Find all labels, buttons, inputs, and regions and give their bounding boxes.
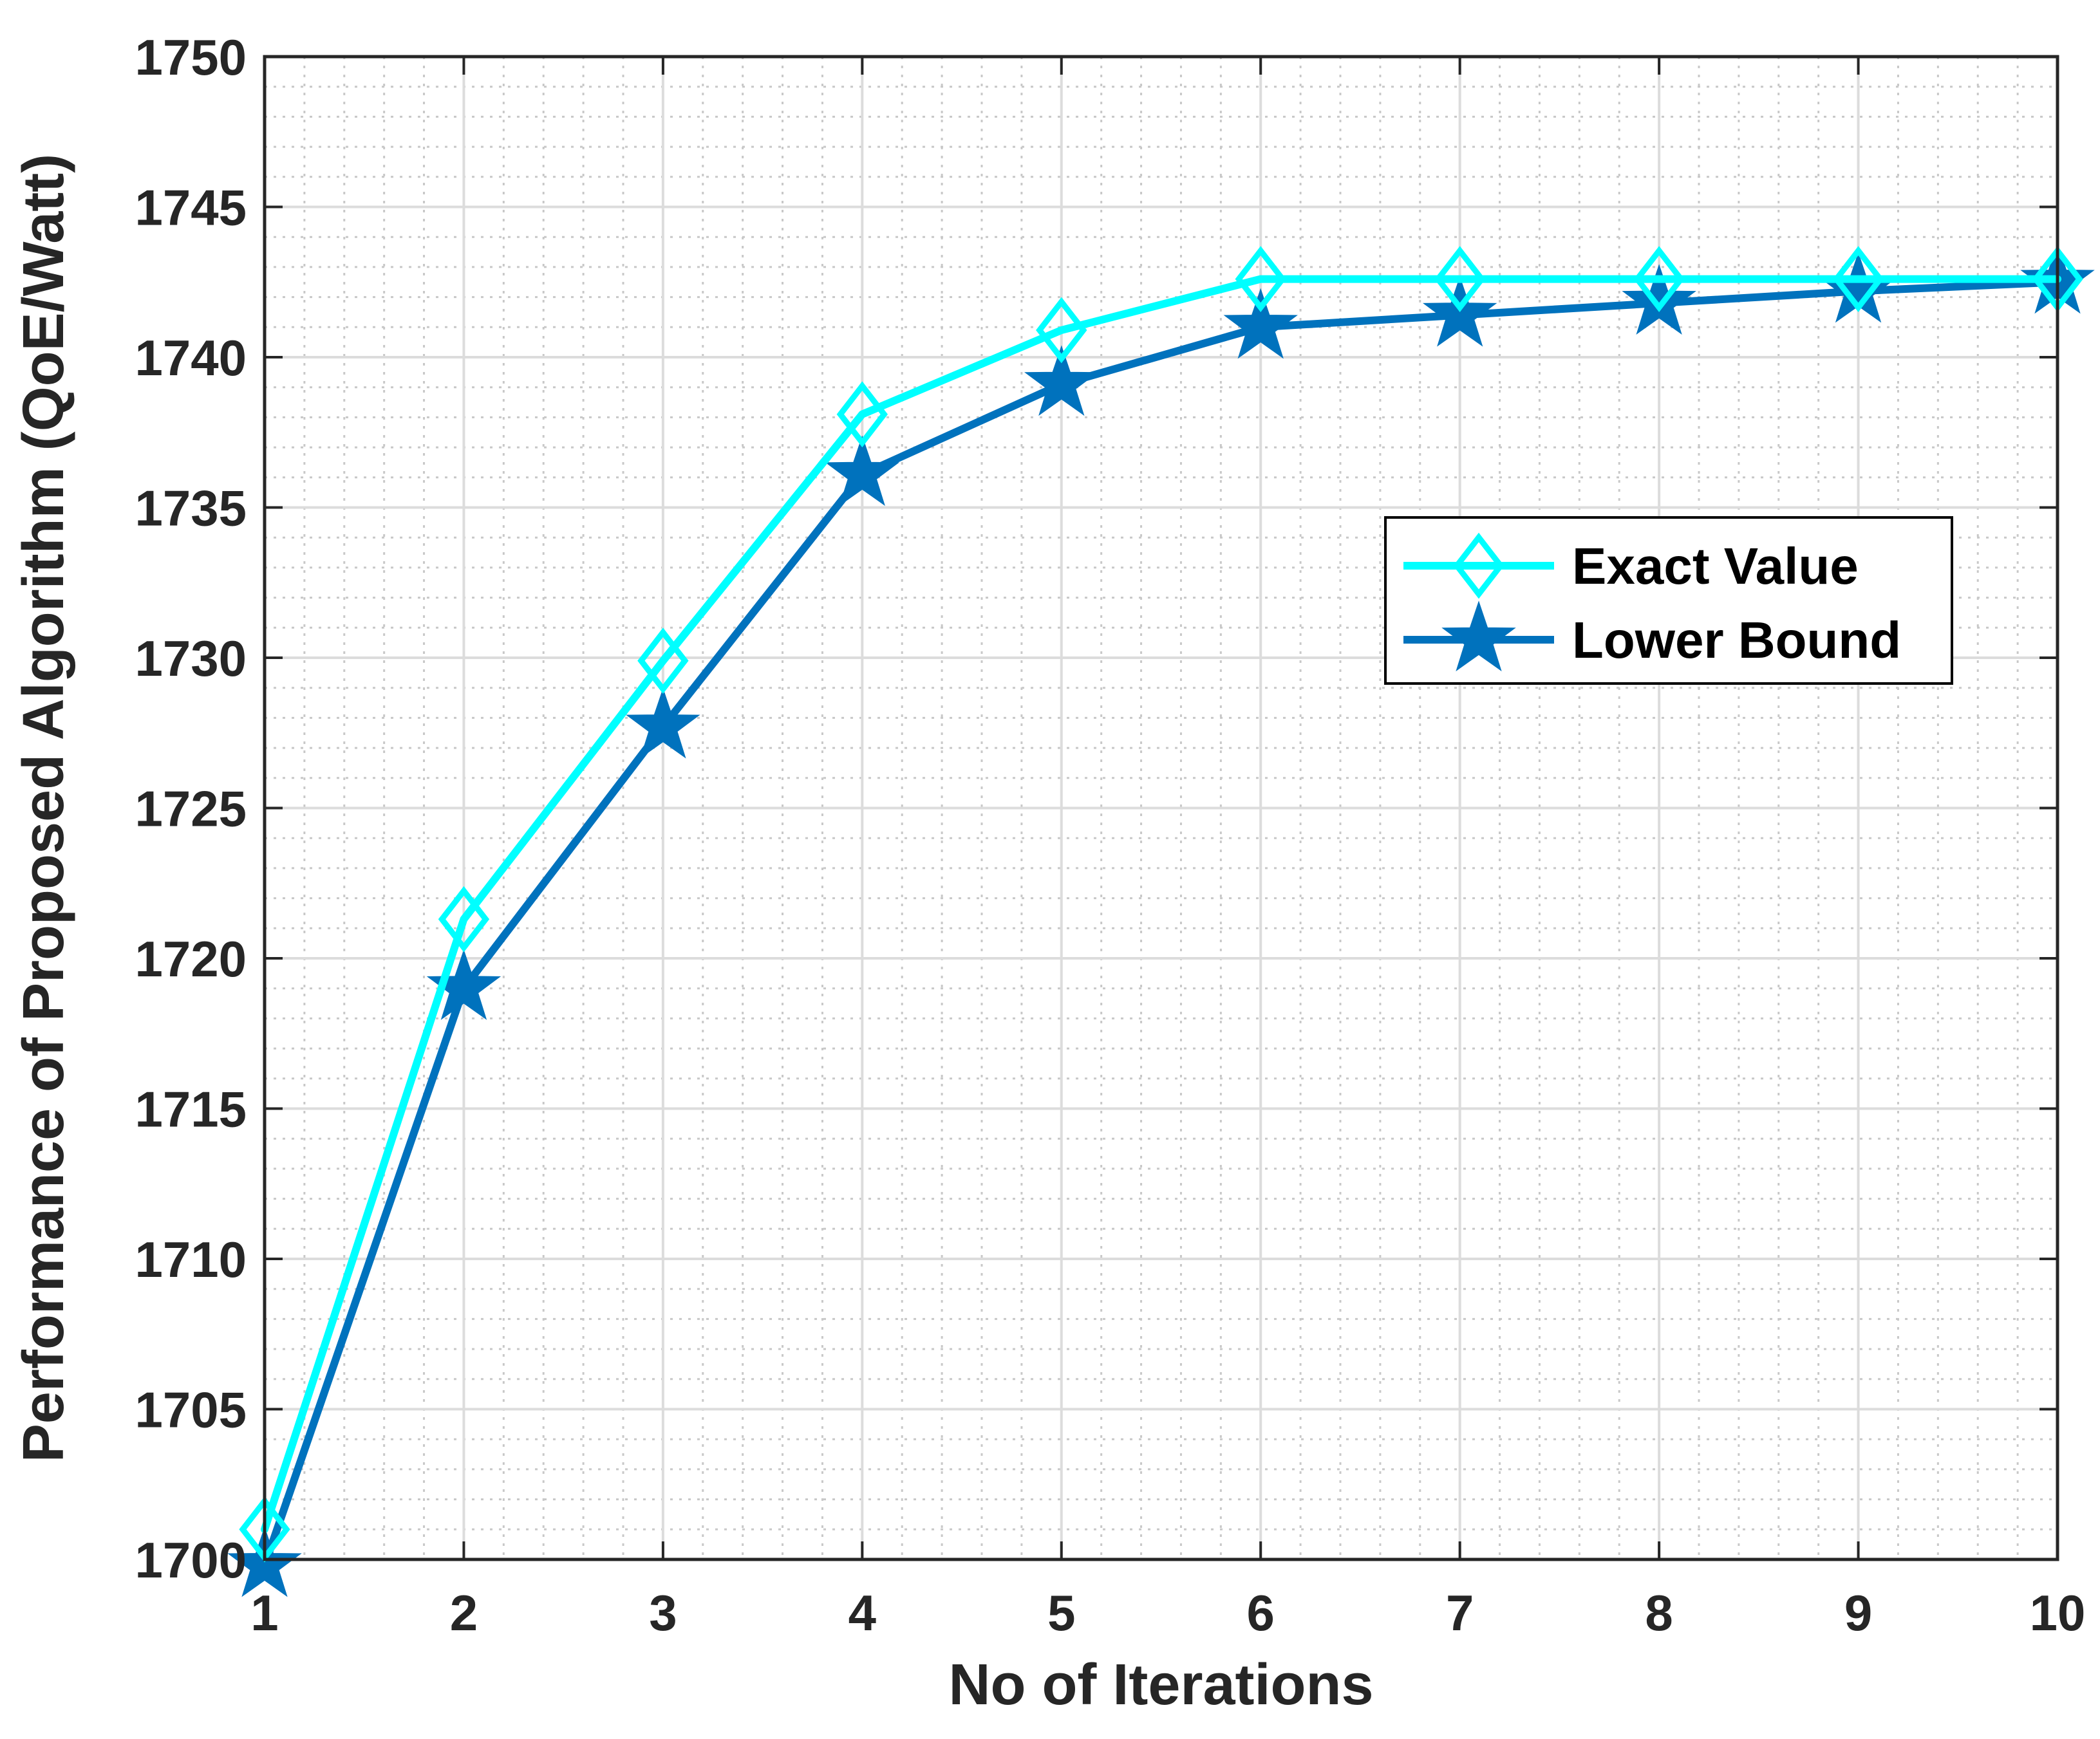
x-tick-label: 8 xyxy=(1645,1585,1673,1641)
y-tick-label: 1730 xyxy=(135,630,247,687)
y-tick-label: 1705 xyxy=(135,1382,247,1438)
series-layer xyxy=(227,243,2095,1597)
x-tick-label: 9 xyxy=(1844,1585,1872,1641)
y-tick-labels: 1700 1705 1710 1715 1720 1725 1730 1735 1740 1745… xyxy=(135,29,247,1588)
data-point-exact-value xyxy=(1832,246,1884,312)
y-tick-label: 1715 xyxy=(135,1081,247,1138)
y-tick-label: 1735 xyxy=(135,480,247,537)
y-tick-label: 1710 xyxy=(135,1231,247,1288)
data-point-exact-value xyxy=(836,381,888,448)
x-axis-title: No of Iterations xyxy=(948,1653,1373,1717)
data-point-lower-bound xyxy=(626,687,700,759)
y-tick-label: 1750 xyxy=(135,29,247,86)
x-tick-label: 1 xyxy=(250,1585,278,1641)
legend-marker-lower-bound xyxy=(1441,600,1516,672)
x-tick-label: 3 xyxy=(649,1585,677,1641)
x-tick-label: 10 xyxy=(2030,1585,2086,1641)
legend: Exact Value Lower Bound xyxy=(1384,516,1953,685)
x-tick-labels: 1 2 3 4 5 6 7 8 9 10 xyxy=(250,1585,2085,1641)
series-line-exact-value xyxy=(261,275,2061,1534)
data-point-exact-value xyxy=(1434,246,1486,312)
legend-label-lower-bound: Lower Bound xyxy=(1572,611,1901,669)
x-tick-label: 4 xyxy=(848,1585,876,1641)
y-axis-title: Performance of Proposed Algorithm (QoE/W… xyxy=(12,154,76,1462)
y-tick-label: 1725 xyxy=(135,781,247,837)
y-tick-label: 1700 xyxy=(135,1532,247,1588)
x-tick-label: 5 xyxy=(1047,1585,1075,1641)
axis-ticks xyxy=(263,55,2059,1561)
data-point-lower-bound xyxy=(1223,288,1298,359)
data-point-lower-bound xyxy=(426,949,502,1020)
data-point-lower-bound xyxy=(825,435,900,507)
legend-items xyxy=(1403,532,1554,672)
series-line-lower-bound xyxy=(261,278,2061,1570)
x-tick-label: 7 xyxy=(1446,1585,1474,1641)
y-tick-label: 1740 xyxy=(135,330,247,386)
data-point-lower-bound xyxy=(1024,345,1099,416)
data-point-exact-value xyxy=(1235,246,1286,312)
x-tick-label: 2 xyxy=(450,1585,478,1641)
data-point-exact-value xyxy=(1633,246,1685,312)
x-tick-label: 6 xyxy=(1247,1585,1275,1641)
data-point-lower-bound xyxy=(1622,264,1696,335)
y-tick-label: 1745 xyxy=(135,180,247,236)
legend-marker-exact-value xyxy=(1453,532,1505,599)
data-point-exact-value xyxy=(1036,297,1087,364)
y-tick-label: 1720 xyxy=(135,931,247,987)
data-point-exact-value xyxy=(637,628,689,694)
minor-grid xyxy=(265,57,2058,1559)
legend-label-exact-value: Exact Value xyxy=(1572,537,1859,595)
data-point-exact-value xyxy=(438,886,490,953)
